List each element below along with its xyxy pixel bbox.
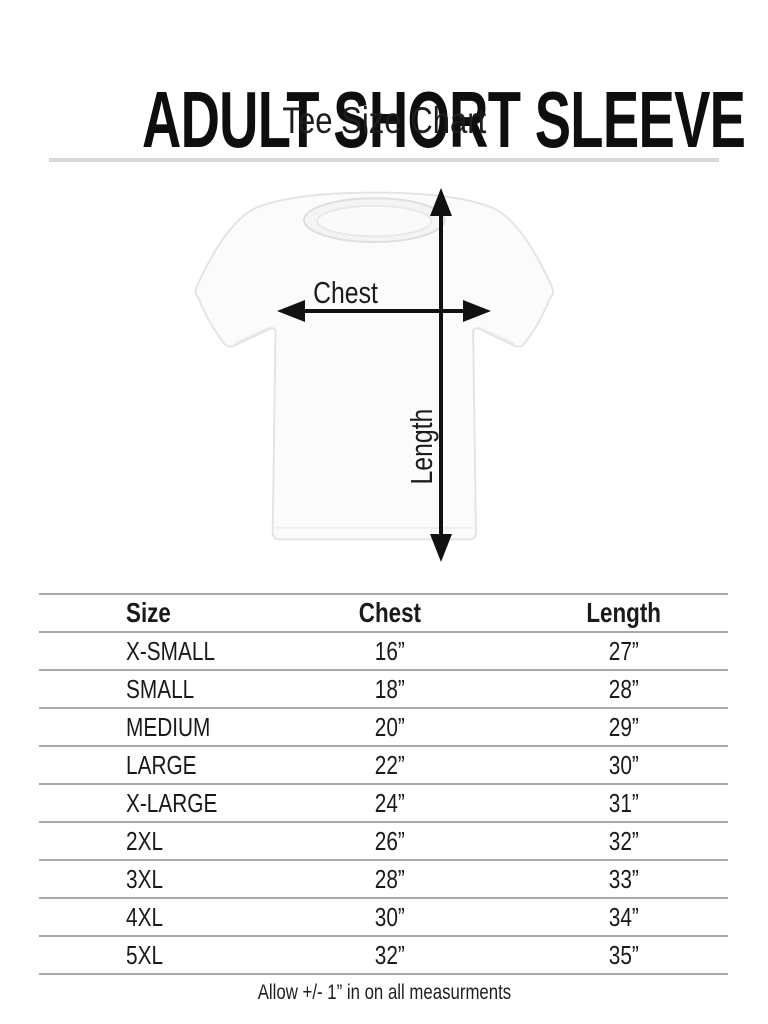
table-row: 3XL 28” 33” xyxy=(39,859,728,898)
length-cell: 34” xyxy=(519,897,728,936)
table-row: LARGE 22” 30” xyxy=(39,745,728,784)
size-cell: LARGE xyxy=(39,745,260,784)
chest-cell: 16” xyxy=(260,631,519,670)
col-header-size: Size xyxy=(39,593,260,632)
page-title: ADULT SHORT SLEEVE xyxy=(0,74,768,164)
chest-measure-label-text: Chest xyxy=(312,275,378,310)
page-subtitle-text: Tee Size Chart xyxy=(282,100,486,141)
chest-cell: 22” xyxy=(260,745,519,784)
tolerance-note: Allow +/- 1” in on all measurments xyxy=(0,981,768,1005)
measurement-arrows xyxy=(277,188,491,562)
size-cell: 3XL xyxy=(39,859,260,898)
col-header-length: Length xyxy=(519,593,728,632)
title-divider xyxy=(49,158,719,162)
size-cell: SMALL xyxy=(39,669,260,708)
size-cell: 5XL xyxy=(39,935,260,975)
table-row: SMALL 18” 28” xyxy=(39,669,728,708)
length-cell: 28” xyxy=(519,669,728,708)
table-row: 2XL 26” 32” xyxy=(39,821,728,860)
left-cuff-seam xyxy=(234,326,271,345)
tshirt-svg xyxy=(194,191,554,541)
length-cell: 32” xyxy=(519,821,728,860)
col-header-chest: Chest xyxy=(260,593,519,632)
length-measure-label-text: Length xyxy=(404,409,439,485)
page-title-text: ADULT SHORT SLEEVE xyxy=(141,74,746,164)
chest-cell: 20” xyxy=(260,707,519,746)
page-subtitle: Tee Size Chart xyxy=(0,100,768,142)
chest-cell: 26” xyxy=(260,821,519,860)
size-cell: 4XL xyxy=(39,897,260,936)
chest-measure-label: Chest xyxy=(280,277,410,308)
table-row: X-SMALL 16” 27” xyxy=(39,631,728,670)
length-measure-label: Length xyxy=(404,373,439,521)
chest-cell: 24” xyxy=(260,783,519,822)
size-cell: X-SMALL xyxy=(39,631,260,670)
chest-cell: 28” xyxy=(260,859,519,898)
right-cuff-seam xyxy=(478,326,515,345)
length-cell: 29” xyxy=(519,707,728,746)
chest-cell: 30” xyxy=(260,897,519,936)
tshirt-illustration xyxy=(190,182,570,566)
size-table-body: X-SMALL 16” 27” SMALL 18” 28” MEDIUM 20”… xyxy=(39,631,728,975)
length-cell: 35” xyxy=(519,935,728,975)
length-cell: 31” xyxy=(519,783,728,822)
table-row: 4XL 30” 34” xyxy=(39,897,728,936)
length-cell: 27” xyxy=(519,631,728,670)
size-cell: X-LARGE xyxy=(39,783,260,822)
size-cell: 2XL xyxy=(39,821,260,860)
table-row: MEDIUM 20” 29” xyxy=(39,707,728,746)
tshirt-body-shape xyxy=(194,191,554,541)
chest-cell: 32” xyxy=(260,935,519,975)
table-row: 5XL 32” 35” xyxy=(39,935,728,975)
length-arrow xyxy=(430,188,452,562)
chest-cell: 18” xyxy=(260,669,519,708)
size-cell: MEDIUM xyxy=(39,707,260,746)
size-table: Size Chest Length X-SMALL 16” 27” SMALL … xyxy=(39,593,728,975)
tolerance-note-text: Allow +/- 1” in on all measurments xyxy=(257,981,511,1004)
length-cell: 33” xyxy=(519,859,728,898)
table-row: X-LARGE 24” 31” xyxy=(39,783,728,822)
table-header-row: Size Chest Length xyxy=(39,593,728,632)
length-cell: 30” xyxy=(519,745,728,784)
chest-arrow xyxy=(277,300,491,322)
collar-inner xyxy=(316,204,433,238)
